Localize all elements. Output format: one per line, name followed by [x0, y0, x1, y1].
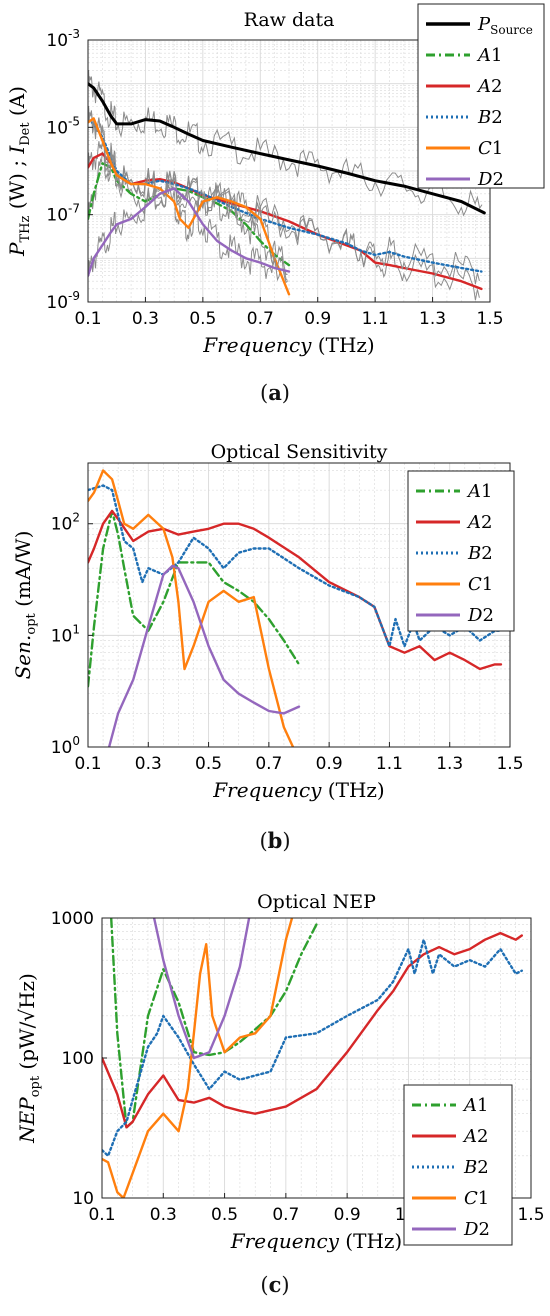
- y-tick-label: 10-7: [46, 202, 80, 226]
- chart-title: Raw data: [244, 9, 335, 31]
- legend-box: [407, 470, 515, 632]
- legend-label: D2: [477, 169, 504, 190]
- legend-label: D2: [467, 605, 494, 626]
- chart-raw-data: 0.1 0.3 0.5 0.7 0.9 1.1 1.3 1.5 10-9 10-7 10-5 10-3…: [5, 3, 545, 357]
- chart-optical-nep: 0.10.30.50.70.91.11.31.5101001000Optical…: [15, 891, 545, 1253]
- caption-a: (a): [259, 380, 290, 405]
- x-tick-label: 0.7: [272, 1205, 299, 1225]
- x-tick-label: 1.3: [419, 309, 446, 329]
- series-line-d2: [107, 564, 301, 747]
- series-group: [102, 918, 523, 1198]
- series-group: [88, 69, 486, 301]
- x-tick-label: 1.1: [376, 754, 403, 774]
- legend-box: [403, 1084, 513, 1246]
- x-axis-label: Frequency (THz): [202, 333, 374, 357]
- x-tick-label: 0.7: [247, 309, 274, 329]
- panel-b: 0.1 0.3 0.5 0.7 0.9 1.1 1.3 1.5 100 101 102 Optical…: [0, 425, 550, 880]
- y-tick-label: 100: [51, 734, 80, 758]
- legend-label: A2: [476, 76, 502, 97]
- x-tick-label: 0.3: [135, 754, 162, 774]
- y-axis-label: Sen.opt (mA/W): [11, 531, 39, 680]
- legend-label: A1: [476, 45, 502, 66]
- series-line-c1: [88, 117, 291, 296]
- series-line-d2: [88, 187, 291, 277]
- raw-trace-a1: [88, 151, 288, 276]
- legend-label: A2: [462, 1126, 488, 1147]
- x-tick-label: 1.3: [436, 754, 463, 774]
- y-axis-label: NEPopt (pW/√Hz): [15, 973, 43, 1144]
- x-tick-label: 0.7: [255, 754, 282, 774]
- panel-c: 0.10.30.50.70.91.11.31.5101001000Optical…: [0, 880, 550, 1316]
- legend-label: B2: [467, 543, 493, 564]
- legend-label: C1: [468, 574, 493, 595]
- raw-trace-d2: [88, 177, 288, 283]
- chart-title: Optical NEP: [257, 891, 376, 913]
- x-tick-label: 0.9: [316, 754, 343, 774]
- y-tick-label: 10: [72, 1189, 94, 1209]
- x-tick-label: 0.9: [304, 309, 331, 329]
- series-line-b2: [102, 938, 523, 1158]
- x-tick-label: 0.5: [195, 754, 222, 774]
- legend-label: A1: [462, 1095, 488, 1116]
- legend-label: C1: [478, 138, 503, 159]
- legend: A1 A2 B2 C1 D2: [403, 1084, 513, 1246]
- y-tick-label: 1000: [51, 909, 94, 929]
- caption-c: (c): [260, 1272, 290, 1297]
- series-line-p-source: [88, 82, 486, 215]
- legend-label: PSource: [477, 14, 533, 37]
- x-tick-label: 0.1: [74, 309, 101, 329]
- legend: PSource A1 A2 B2 C1 D2: [417, 3, 545, 190]
- x-tick-label: 1.1: [362, 309, 389, 329]
- chart-title: Optical Sensitivity: [211, 441, 388, 463]
- series-line-a2: [88, 509, 503, 671]
- series-line-c1: [102, 918, 294, 1198]
- legend-box: [417, 3, 545, 189]
- x-tick-label: 1.5: [517, 1205, 544, 1225]
- legend: A1 A2 B2 C1 D2: [407, 470, 515, 632]
- y-tick-label: 10-3: [46, 27, 80, 51]
- x-tick-label: 0.5: [211, 1205, 238, 1225]
- y-tick-label: 10-5: [46, 114, 80, 138]
- raw-trace-p-source: [88, 69, 483, 217]
- legend-label: B2: [477, 107, 503, 128]
- x-tick-label: 0.3: [132, 309, 159, 329]
- legend-label: C1: [464, 1188, 489, 1209]
- y-tick-label: 10-9: [46, 289, 80, 313]
- legend-label: B2: [463, 1157, 489, 1178]
- y-tick-label: 101: [51, 622, 80, 646]
- panel-a: 0.1 0.3 0.5 0.7 0.9 1.1 1.3 1.5 10-9 10-7 10-5 10-3…: [0, 0, 550, 425]
- series-line-c1: [88, 469, 295, 747]
- legend-label: A2: [466, 512, 492, 533]
- x-tick-label: 1.5: [476, 309, 503, 329]
- raw-trace-b2: [88, 105, 480, 285]
- chart-optical-sensitivity: 0.1 0.3 0.5 0.7 0.9 1.1 1.3 1.5 100 101 102 Optical…: [11, 441, 524, 802]
- series-line-a2: [102, 931, 523, 1129]
- x-axis-label: Frequency (THz): [212, 778, 384, 802]
- x-tick-label: 1.5: [496, 754, 523, 774]
- caption-b: (b): [259, 828, 291, 853]
- legend-label: A1: [466, 481, 492, 502]
- x-tick-label: 0.1: [88, 1205, 115, 1225]
- x-tick-label: 0.3: [150, 1205, 177, 1225]
- legend-label: D2: [463, 1219, 490, 1240]
- x-axis-label: Frequency (THz): [230, 1229, 402, 1253]
- x-tick-label: 0.9: [334, 1205, 361, 1225]
- x-tick-label: 0.5: [189, 309, 216, 329]
- x-tick-label: 0.1: [74, 754, 101, 774]
- y-tick-label: 102: [51, 511, 80, 535]
- series-line-d2: [152, 918, 251, 1060]
- y-tick-label: 100: [62, 1049, 94, 1069]
- raw-trace-c1: [88, 107, 288, 282]
- y-axis-label: PTHz (W) ; IDet (A): [5, 86, 33, 257]
